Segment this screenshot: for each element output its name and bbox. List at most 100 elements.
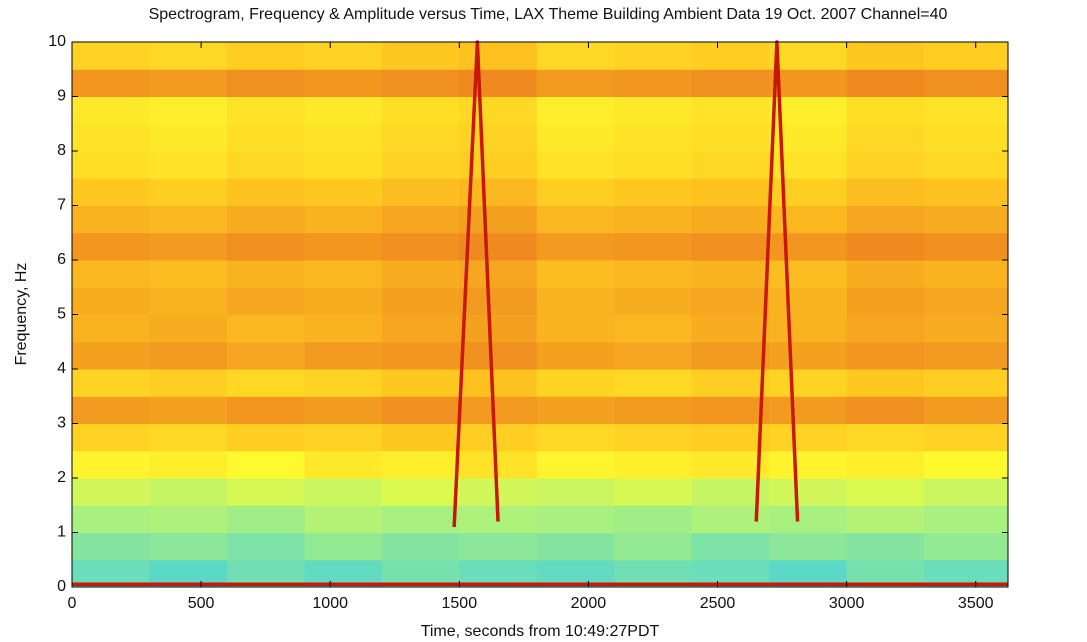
- y-tick-label: 6: [57, 251, 66, 268]
- y-tick-label: 4: [57, 360, 66, 377]
- heatmap-cell: [459, 69, 538, 97]
- heatmap-cell: [72, 478, 150, 506]
- heatmap-cell: [459, 42, 538, 70]
- heatmap-cell: [769, 314, 848, 343]
- heatmap-cell: [304, 369, 383, 397]
- heatmap-cell: [226, 232, 305, 261]
- heatmap-cell: [381, 42, 460, 70]
- heatmap-cell: [226, 369, 305, 397]
- heatmap-cell: [226, 69, 305, 97]
- heatmap-cell: [846, 42, 925, 70]
- heatmap-cell: [72, 205, 150, 234]
- heatmap-cell: [72, 505, 150, 533]
- heatmap-cell: [226, 96, 305, 125]
- heatmap-cell: [924, 123, 1009, 152]
- heatmap-cell: [924, 69, 1009, 97]
- heatmap-cell: [614, 69, 693, 97]
- heatmap-cell: [614, 42, 693, 70]
- x-tick-label: 2000: [571, 595, 607, 612]
- heatmap-cell: [769, 205, 848, 234]
- heatmap-cell: [149, 450, 228, 479]
- heatmap-cell: [226, 260, 305, 288]
- heatmap-cell: [149, 178, 228, 206]
- heatmap-cell: [459, 341, 538, 370]
- heatmap-cell: [536, 260, 615, 288]
- heatmap-cell: [72, 396, 150, 424]
- heatmap-cell: [72, 287, 150, 315]
- heatmap-cell: [924, 287, 1009, 315]
- heatmap-cell: [459, 205, 538, 234]
- heatmap-cell: [769, 478, 848, 506]
- heatmap-cell: [72, 151, 150, 179]
- x-tick-label: 1000: [312, 595, 348, 612]
- heatmap-cell: [304, 423, 383, 452]
- heatmap-cell: [846, 505, 925, 533]
- heatmap-cell: [536, 314, 615, 343]
- heatmap-cell: [149, 505, 228, 533]
- heatmap-cell: [536, 369, 615, 397]
- y-tick-label: 5: [57, 306, 66, 323]
- heatmap-cell: [536, 178, 615, 206]
- y-tick-label: 10: [48, 33, 66, 50]
- heatmap-cell: [769, 532, 848, 561]
- heatmap-cell: [304, 260, 383, 288]
- heatmap-cell: [846, 287, 925, 315]
- heatmap-cell: [72, 260, 150, 288]
- heatmap-cell: [459, 96, 538, 125]
- heatmap-cell: [614, 96, 693, 125]
- heatmap-cell: [304, 314, 383, 343]
- heatmap-cell: [846, 96, 925, 125]
- heatmap-cell: [226, 205, 305, 234]
- x-tick-label: 3000: [829, 595, 865, 612]
- heatmap-cell: [924, 232, 1009, 261]
- heatmap-cell: [536, 42, 615, 70]
- heatmap-cell: [691, 260, 770, 288]
- heatmap-cell: [149, 532, 228, 561]
- heatmap-cell: [769, 505, 848, 533]
- heatmap-cell: [691, 341, 770, 370]
- heatmap-cell: [769, 396, 848, 424]
- heatmap-cell: [846, 396, 925, 424]
- chart-title: Spectrogram, Frequency & Amplitude versu…: [149, 6, 948, 23]
- heatmap-cell: [769, 287, 848, 315]
- heatmap-cell: [846, 369, 925, 397]
- heatmap-cell: [769, 341, 848, 370]
- heatmap-cell: [614, 260, 693, 288]
- y-axis-label: Frequency, Hz: [13, 263, 30, 366]
- heatmap-cell: [846, 260, 925, 288]
- heatmap-cell: [304, 341, 383, 370]
- heatmap-cell: [381, 178, 460, 206]
- heatmap-cell: [846, 232, 925, 261]
- heatmap-cell: [304, 396, 383, 424]
- heatmap-cell: [304, 450, 383, 479]
- heatmap-cell: [72, 178, 150, 206]
- heatmap-cell: [381, 232, 460, 261]
- heatmap-cell: [304, 42, 383, 70]
- heatmap-cell: [846, 123, 925, 152]
- heatmap-cell: [769, 423, 848, 452]
- heatmap-cell: [459, 423, 538, 452]
- heatmap-cell: [924, 369, 1009, 397]
- heatmap-cell: [691, 205, 770, 234]
- heatmap-cell: [72, 232, 150, 261]
- heatmap-cell: [226, 505, 305, 533]
- heatmap-cell: [691, 314, 770, 343]
- heatmap-cell: [381, 396, 460, 424]
- heatmap-cell: [924, 151, 1009, 179]
- heatmap-cell: [846, 478, 925, 506]
- heatmap-cell: [924, 178, 1009, 206]
- heatmap-cell: [614, 232, 693, 261]
- heatmap-cell: [924, 532, 1009, 561]
- heatmap-cell: [72, 532, 150, 561]
- heatmap-cell: [459, 232, 538, 261]
- x-tick-label: 3500: [958, 595, 994, 612]
- heatmap-cell: [304, 532, 383, 561]
- heatmap-cell: [536, 450, 615, 479]
- heatmap-cell: [846, 341, 925, 370]
- heatmap-cell: [769, 178, 848, 206]
- heatmap-cell: [459, 314, 538, 343]
- heatmap-cell: [381, 260, 460, 288]
- heatmap-cell: [691, 42, 770, 70]
- heatmap-cell: [924, 260, 1009, 288]
- heatmap-cell: [459, 287, 538, 315]
